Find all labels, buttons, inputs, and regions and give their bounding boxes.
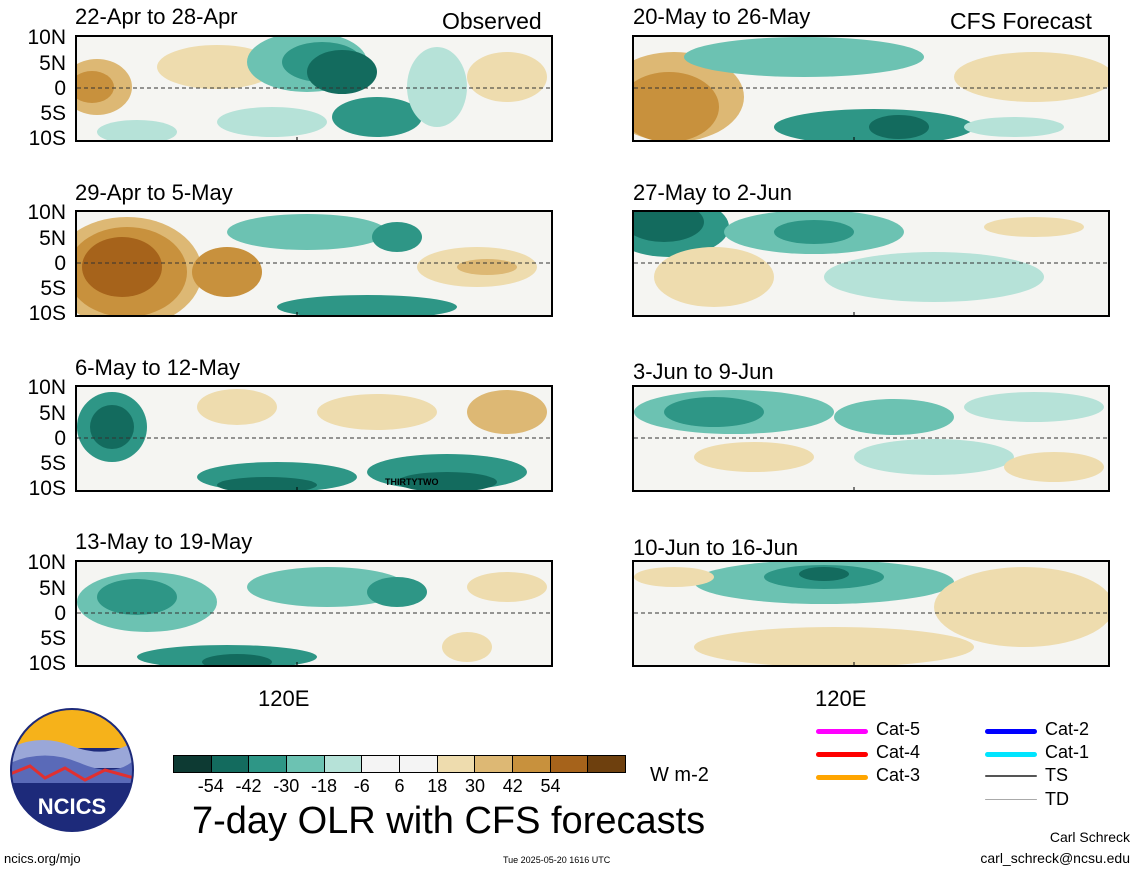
colorbar-tick-label: -6 (353, 776, 370, 796)
footer-timestamp: Tue 2025-05-20 1616 UTC (503, 855, 611, 865)
colorbar-units: W m-2 (650, 764, 709, 786)
fcst-map-2 (632, 210, 1110, 317)
legend-line-cat3 (816, 775, 868, 780)
colorbar-swatch (588, 756, 626, 772)
colorbar-swatch (400, 756, 438, 772)
colorbar-swatch (550, 756, 589, 772)
legend-line-cat5 (816, 729, 868, 734)
footer-website: ncics.org/mjo (4, 851, 81, 866)
fcst-panel-3-title: 3-Jun to 9-Jun (633, 359, 774, 384)
colorbar-swatch (324, 756, 363, 772)
obs-panel-1-title: 22-Apr to 28-Apr (75, 4, 238, 29)
colorbar-swatch (249, 756, 288, 772)
colorbar-swatch (211, 756, 250, 772)
observed-label: Observed (442, 8, 542, 34)
colorbar-tick-label: 54 (540, 776, 561, 796)
colorbar-swatch (437, 756, 476, 772)
colorbar-tick-label: -18 (310, 776, 337, 796)
olr-field (634, 212, 1108, 315)
ncics-logo: NCICS (10, 708, 134, 832)
x-label-left: 120E (258, 686, 310, 711)
logo-text: NCICS (37, 794, 107, 819)
colorbar-tick-label: -54 (197, 776, 224, 796)
fcst-panel-1-title: 20-May to 26-May (633, 4, 811, 29)
legend-label-cat3: Cat-3 (876, 765, 921, 785)
colorbar-swatch (362, 756, 401, 772)
legend-label-ts: TS (1045, 765, 1069, 785)
colorbar-tick-label: 42 (502, 776, 523, 796)
legend-label-td: TD (1045, 789, 1069, 809)
olr-field (634, 387, 1108, 490)
obs-panel-4-title: 13-May to 19-May (75, 529, 253, 554)
colorbar-tick-label: 6 (394, 776, 405, 796)
colorbar-swatch (513, 756, 551, 772)
legend-line-ts (985, 775, 1037, 777)
legend-line-cat1 (985, 752, 1037, 757)
fcst-map-3 (632, 385, 1110, 492)
colorbar-tick-label: 30 (464, 776, 486, 796)
footer-author: Carl Schreck (1049, 829, 1130, 845)
legend-line-cat2 (985, 729, 1037, 734)
fcst-panel-4-title: 10-Jun to 16-Jun (633, 535, 799, 560)
storm-track-label: THIRTYTWO (385, 477, 439, 487)
footer-email: carl_schreck@ncsu.edu (980, 850, 1130, 866)
legend-line-td (985, 799, 1037, 800)
obs-panel-3-title: 6-May to 12-May (75, 355, 241, 380)
colorbar-swatch (475, 756, 514, 772)
forecast-label: CFS Forecast (950, 8, 1092, 34)
legend-label-cat5: Cat-5 (876, 719, 921, 739)
colorbar (173, 755, 626, 773)
x-label-right: 120E (815, 686, 867, 711)
fcst-panel-2-title: 27-May to 2-Jun (633, 180, 792, 205)
legend-label-cat1: Cat-1 (1045, 742, 1090, 762)
obs-panel-2-title: 29-Apr to 5-May (75, 180, 233, 205)
legend-line-cat4 (816, 752, 868, 757)
colorbar-tick-label: 18 (427, 776, 448, 796)
main-title: 7-day OLR with CFS forecasts (192, 800, 706, 842)
colorbar-tick-label: -42 (235, 776, 262, 796)
colorbar-tick-label: -30 (273, 776, 300, 796)
legend-label-cat2: Cat-2 (1045, 719, 1090, 739)
colorbar-swatch (174, 756, 212, 772)
legend-label-cat4: Cat-4 (876, 742, 921, 762)
colorbar-swatch (287, 756, 325, 772)
